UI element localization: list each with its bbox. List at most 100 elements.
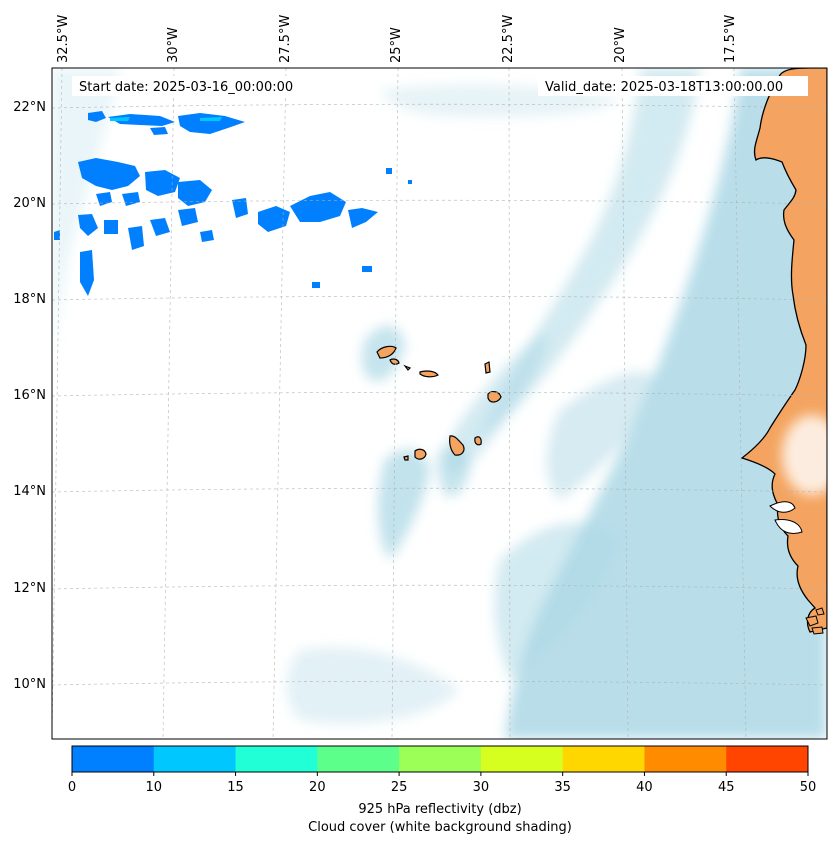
lon-tick-label: 20°W <box>613 27 628 63</box>
island-brava <box>403 455 409 461</box>
island-sao-nicolau <box>419 370 439 378</box>
island-fogo <box>414 448 427 460</box>
island-sao-vicente <box>389 358 400 365</box>
colorbar-tick-label: 15 <box>227 780 244 795</box>
map-content <box>52 68 827 739</box>
cape-verde-islands <box>376 345 502 461</box>
colorbar-tick-label: 35 <box>554 780 571 795</box>
lat-tick-label: 14°N <box>13 484 46 499</box>
colorbar-label-line1: 925 hPa reflectivity (dbz) <box>358 802 521 817</box>
colorbar-segment <box>644 746 727 772</box>
refl-cell-v <box>312 282 320 288</box>
coast-bay <box>774 519 803 534</box>
colorbar-segment <box>480 746 564 772</box>
colorbar-segment <box>72 746 155 772</box>
island-santa-luzia <box>403 364 412 371</box>
valid-date-label: Valid_date: 2025-03-18T13:00:00.00 <box>545 80 783 95</box>
island-maio <box>474 436 482 446</box>
refl-cell-y <box>200 230 214 242</box>
refl-cell-w <box>386 168 392 174</box>
land-cloud-haze <box>782 415 827 495</box>
colorbar-tick-label: 0 <box>68 780 76 795</box>
colorbar-segment <box>726 746 809 772</box>
refl-cell-o <box>232 198 248 218</box>
valid-date-box <box>538 76 808 96</box>
lat-tick-label: 16°N <box>13 388 46 403</box>
island-sal <box>484 361 491 374</box>
island-santiago <box>449 435 465 456</box>
lat-tick-label: 22°N <box>13 100 46 115</box>
refl-cell-f <box>145 170 180 196</box>
cloud-northwest <box>52 68 120 360</box>
refl-core-b <box>200 117 222 121</box>
refl-core-a <box>110 117 130 121</box>
lon-line-27-5 <box>272 68 287 739</box>
colorbar-segment <box>235 746 318 772</box>
refl-cell-t <box>362 266 372 272</box>
refl-cell-b <box>108 114 175 126</box>
colorbar-tick-label: 30 <box>473 780 490 795</box>
refl-cell-q <box>290 192 346 222</box>
colorbar-tick-label: 20 <box>309 780 326 795</box>
lon-tick-label: 30°W <box>166 27 181 63</box>
cloud-southwest <box>286 647 460 724</box>
colorbar-label-line2: Cloud cover (white background shading) <box>308 820 572 835</box>
lon-tick-label: 25°W <box>389 27 404 63</box>
colorbar-segment <box>562 746 645 772</box>
graticule <box>52 68 827 739</box>
refl-cell-r <box>348 208 378 228</box>
refl-cell-s <box>80 250 94 296</box>
colorbar-tick-label: 25 <box>391 780 408 795</box>
cloud-band-streak-3 <box>494 522 620 680</box>
colorbar-tick-label: 45 <box>718 780 735 795</box>
colorbar-segment <box>317 746 400 772</box>
lat-tick-label: 12°N <box>13 581 46 596</box>
reflectivity-layer-10 <box>110 117 222 121</box>
colorbar-segment <box>153 746 237 772</box>
lon-line-25 <box>391 68 399 739</box>
refl-cell-j <box>78 214 98 236</box>
lon-tick-label: 17.5°W <box>723 15 738 63</box>
reflectivity-layer <box>54 111 412 296</box>
start-date-label: Start date: 2025-03-16_00:00:00 <box>79 80 293 95</box>
cloud-island-4 <box>437 445 470 497</box>
refl-cell-d <box>150 127 168 135</box>
refl-cell-n <box>178 208 198 226</box>
refl-cell-c <box>178 113 245 134</box>
lat-tick-label: 10°N <box>13 677 46 692</box>
lon-tick-label: 22.5°W <box>501 15 516 63</box>
lon-line-22-5 <box>508 68 511 739</box>
refl-cell-g <box>178 180 212 206</box>
cloud-cover-layer <box>52 68 827 739</box>
refl-cell-h <box>96 192 112 206</box>
colorbar-segment <box>399 746 482 772</box>
cloud-island-3 <box>378 449 430 560</box>
island-boa-vista <box>487 391 502 403</box>
refl-cell-l <box>128 226 144 250</box>
start-date-box <box>72 76 312 96</box>
coast-inlet <box>769 501 796 513</box>
refl-cell-u <box>54 230 60 240</box>
refl-cell-e <box>78 158 140 190</box>
colorbar-tick-label: 10 <box>146 780 163 795</box>
lon-tick-label: 32.5°W <box>56 15 71 63</box>
refl-cell-k <box>104 220 118 234</box>
lon-tick-label: 27.5°W <box>278 15 293 63</box>
lon-line-17-5 <box>733 68 747 739</box>
colorbar-tick-label: 50 <box>800 780 817 795</box>
refl-cell-a <box>88 111 106 122</box>
colorbar-tick-label: 40 <box>636 780 653 795</box>
colorbar: 0 10 15 20 25 30 35 40 45 50 <box>68 745 817 795</box>
lon-line-32-5 <box>52 68 63 739</box>
lat-tick-label: 18°N <box>13 292 46 307</box>
map-frame <box>51 67 828 740</box>
island-santo-antao <box>376 345 397 359</box>
refl-cell-m <box>150 218 170 236</box>
refl-cell-x <box>408 180 412 184</box>
cloud-band-streak-2 <box>546 371 660 500</box>
lon-line-30 <box>162 68 175 739</box>
refl-cell-p <box>258 206 290 232</box>
colorbar-frame <box>71 745 809 773</box>
bijagos-islands <box>805 607 825 635</box>
